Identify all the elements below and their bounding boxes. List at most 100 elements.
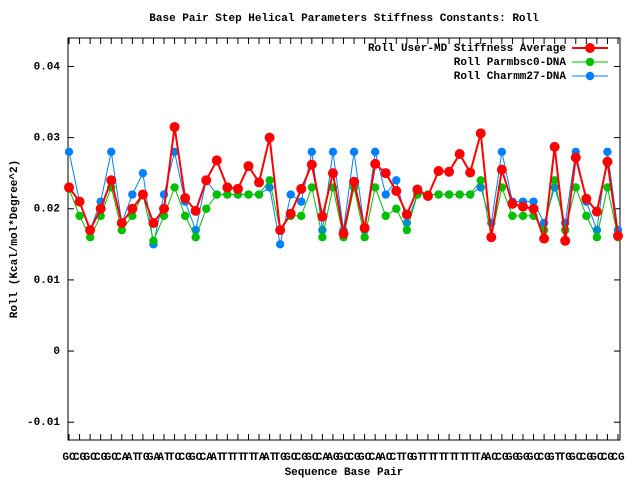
x-tick-label: AC	[379, 452, 393, 464]
x-tick-label: TG	[274, 452, 288, 464]
point	[107, 147, 116, 157]
x-tick-label: TT	[231, 452, 245, 464]
point	[128, 211, 137, 221]
point	[497, 147, 507, 157]
point	[223, 190, 232, 199]
point	[370, 183, 380, 192]
point	[349, 176, 360, 187]
x-tick-label: CA	[200, 452, 214, 464]
point	[518, 211, 528, 221]
point	[571, 183, 580, 192]
x-tick-label: CG	[347, 452, 361, 464]
point	[508, 211, 517, 221]
point	[592, 233, 602, 242]
x-tick-label: CG	[495, 452, 509, 464]
x-tick-label: AG	[326, 452, 340, 464]
point	[264, 132, 275, 143]
point	[202, 204, 211, 213]
x-tick-label: GC	[337, 452, 351, 464]
legend-label: Roll User-MD Stiffness Average	[368, 43, 566, 55]
x-tick-label: GC	[105, 452, 119, 464]
x-tick-label: TA	[252, 452, 266, 464]
point	[243, 161, 254, 172]
x-tick-label: AT	[157, 452, 171, 464]
x-tick-label: TT	[453, 452, 467, 464]
point	[307, 183, 317, 192]
x-tick-label: GC	[62, 452, 76, 464]
y-tick-label: -0.01	[27, 417, 60, 429]
point	[285, 208, 296, 219]
point	[370, 147, 380, 157]
point	[560, 235, 571, 246]
x-tick-label: CT	[390, 452, 404, 464]
x-tick-label: CG	[580, 452, 594, 464]
point	[149, 236, 158, 245]
point	[422, 190, 433, 201]
point	[201, 175, 212, 186]
x-tick-label: GT	[548, 452, 562, 464]
point	[85, 233, 95, 242]
point	[169, 121, 180, 132]
point	[402, 225, 412, 235]
point	[286, 190, 295, 199]
point	[603, 147, 612, 157]
point	[349, 147, 359, 157]
legend-marker	[585, 43, 595, 53]
point	[222, 182, 233, 193]
x-tick-label: CG	[73, 452, 87, 464]
point	[64, 147, 74, 157]
x-tick-label: CG	[179, 452, 193, 464]
point	[211, 155, 222, 166]
point	[381, 211, 390, 221]
point	[265, 176, 274, 185]
point	[190, 205, 201, 216]
point	[307, 147, 317, 157]
x-axis-label: Sequence Base Pair	[285, 467, 404, 479]
x-tick-label: AT	[210, 452, 224, 464]
point	[434, 190, 443, 199]
y-tick-label: 0.04	[34, 61, 61, 73]
y-axis-label: Roll (Kcal/mol*Degree^2)	[9, 160, 21, 318]
y-tick-label: 0.02	[34, 204, 60, 216]
legend-marker	[585, 57, 595, 67]
point	[380, 168, 391, 179]
point	[275, 225, 286, 236]
point	[137, 189, 148, 200]
point	[455, 190, 464, 199]
point	[550, 176, 559, 185]
point	[297, 197, 306, 206]
x-tick-label: GG	[506, 452, 520, 464]
point	[64, 182, 74, 193]
point	[539, 233, 550, 244]
point	[297, 211, 306, 221]
point	[106, 175, 117, 186]
point	[401, 209, 412, 220]
x-tick-label: AT	[263, 452, 277, 464]
x-tick-label: TT	[464, 452, 478, 464]
x-tick-label: AC	[485, 452, 499, 464]
x-tick-label: CG	[537, 452, 551, 464]
point	[549, 141, 560, 152]
x-tick-label: TT	[442, 452, 456, 464]
x-tick-label: TG	[136, 452, 150, 464]
point	[127, 203, 138, 214]
legend-label: Roll Charmm27-DNA	[454, 71, 567, 83]
point	[338, 228, 349, 239]
x-tick-label: TA	[474, 452, 488, 464]
point	[328, 147, 338, 157]
point	[476, 176, 485, 185]
point	[180, 211, 190, 221]
point	[581, 193, 592, 204]
point	[570, 152, 581, 163]
point	[138, 168, 148, 178]
point	[254, 190, 264, 199]
x-tick-label: TG	[559, 452, 573, 464]
point	[244, 190, 253, 199]
x-tick-label: GC	[84, 452, 98, 464]
x-tick-label: TT	[421, 452, 435, 464]
x-tick-label: GC	[590, 452, 604, 464]
point	[392, 204, 401, 213]
point	[454, 148, 465, 159]
legend-marker	[585, 71, 595, 81]
point	[275, 240, 285, 249]
